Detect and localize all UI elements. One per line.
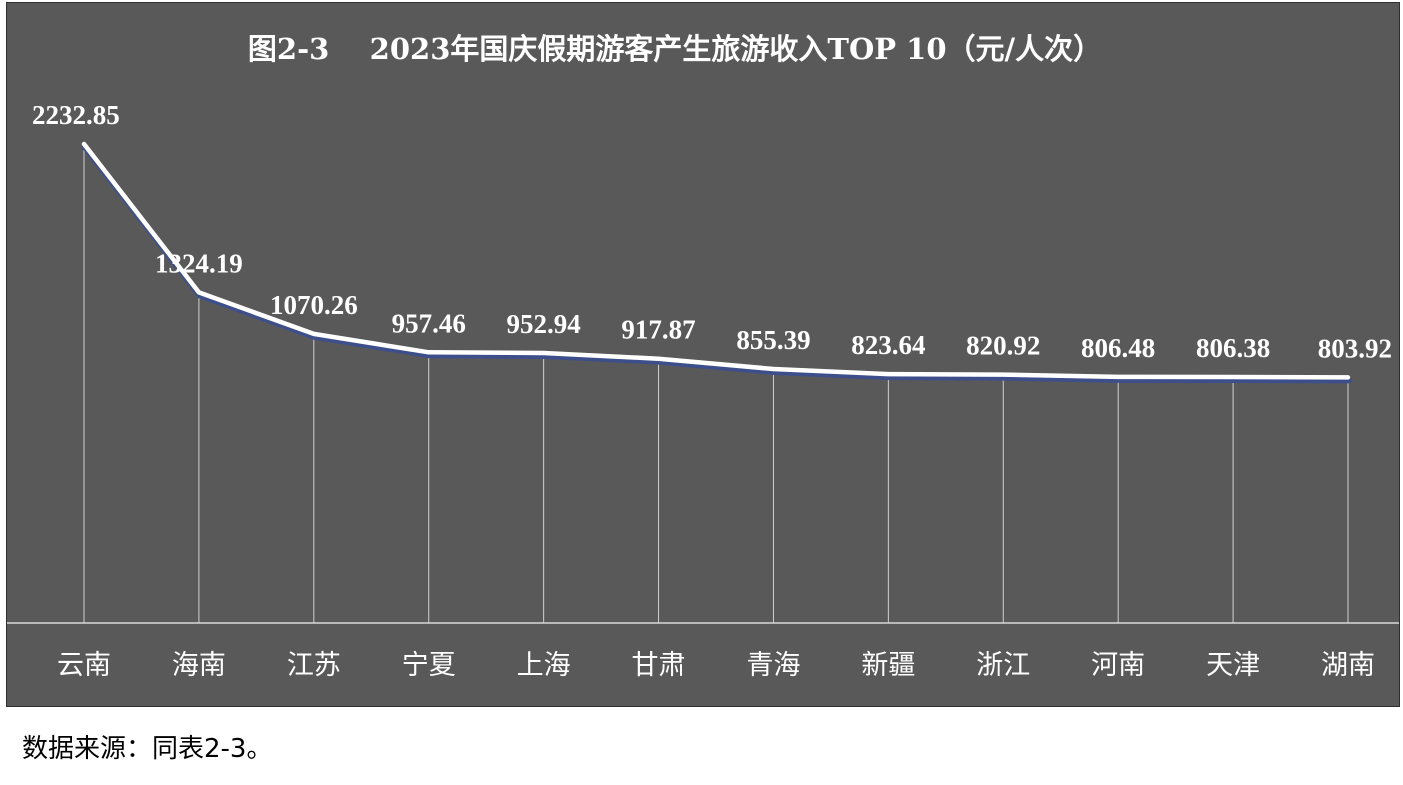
x-tick-label: 青海 [746, 650, 800, 681]
x-tick-label: 甘肃 [632, 650, 686, 681]
chart-title: 图2-3 2023年国庆假期游客产生旅游收入TOP 10（元/人次） [248, 32, 1102, 66]
x-tick-label: 江苏 [287, 650, 341, 681]
data-label: 952.94 [507, 309, 581, 339]
x-tick-label: 河南 [1091, 650, 1145, 681]
data-label: 806.38 [1196, 333, 1270, 363]
x-tick-label: 云南 [57, 650, 111, 681]
x-tick-label: 宁夏 [402, 650, 456, 681]
data-label: 823.64 [851, 330, 925, 360]
x-tick-label: 浙江 [976, 650, 1030, 681]
line-chart: 图2-3 2023年国庆假期游客产生旅游收入TOP 10（元/人次） 2232.… [7, 32, 1399, 681]
data-label: 1070.26 [270, 290, 358, 320]
data-label: 1324.19 [155, 248, 243, 278]
data-label: 2232.85 [32, 100, 120, 130]
x-tick-label: 海南 [172, 650, 226, 681]
x-tick-label: 天津 [1206, 650, 1260, 681]
data-label: 820.92 [966, 331, 1040, 361]
data-label: 957.46 [392, 308, 466, 338]
series-line [81, 141, 1351, 380]
x-tick-label: 湖南 [1321, 650, 1375, 681]
x-tick-label: 上海 [517, 650, 571, 681]
data-labels: 2232.85 1324.19 1070.26 957.46 952.94 917.87 8… [32, 100, 1392, 363]
x-tick-label: 新疆 [861, 650, 915, 681]
data-label: 917.87 [621, 315, 695, 345]
chart-panel: 图2-3 2023年国庆假期游客产生旅游收入TOP 10（元/人次） 2232.… [6, 2, 1400, 707]
data-label: 803.92 [1318, 333, 1392, 363]
source-note: 数据来源：同表2-3。 [22, 734, 273, 764]
drop-lines [83, 143, 1349, 623]
data-label: 806.48 [1081, 333, 1155, 363]
x-tick-labels: 云南 海南 江苏 宁夏 上海 甘肃 青海 新疆 浙江 河南 天津 湖南 [57, 650, 1375, 681]
series-line-shadow [82, 144, 1352, 384]
data-label: 855.39 [736, 325, 810, 355]
